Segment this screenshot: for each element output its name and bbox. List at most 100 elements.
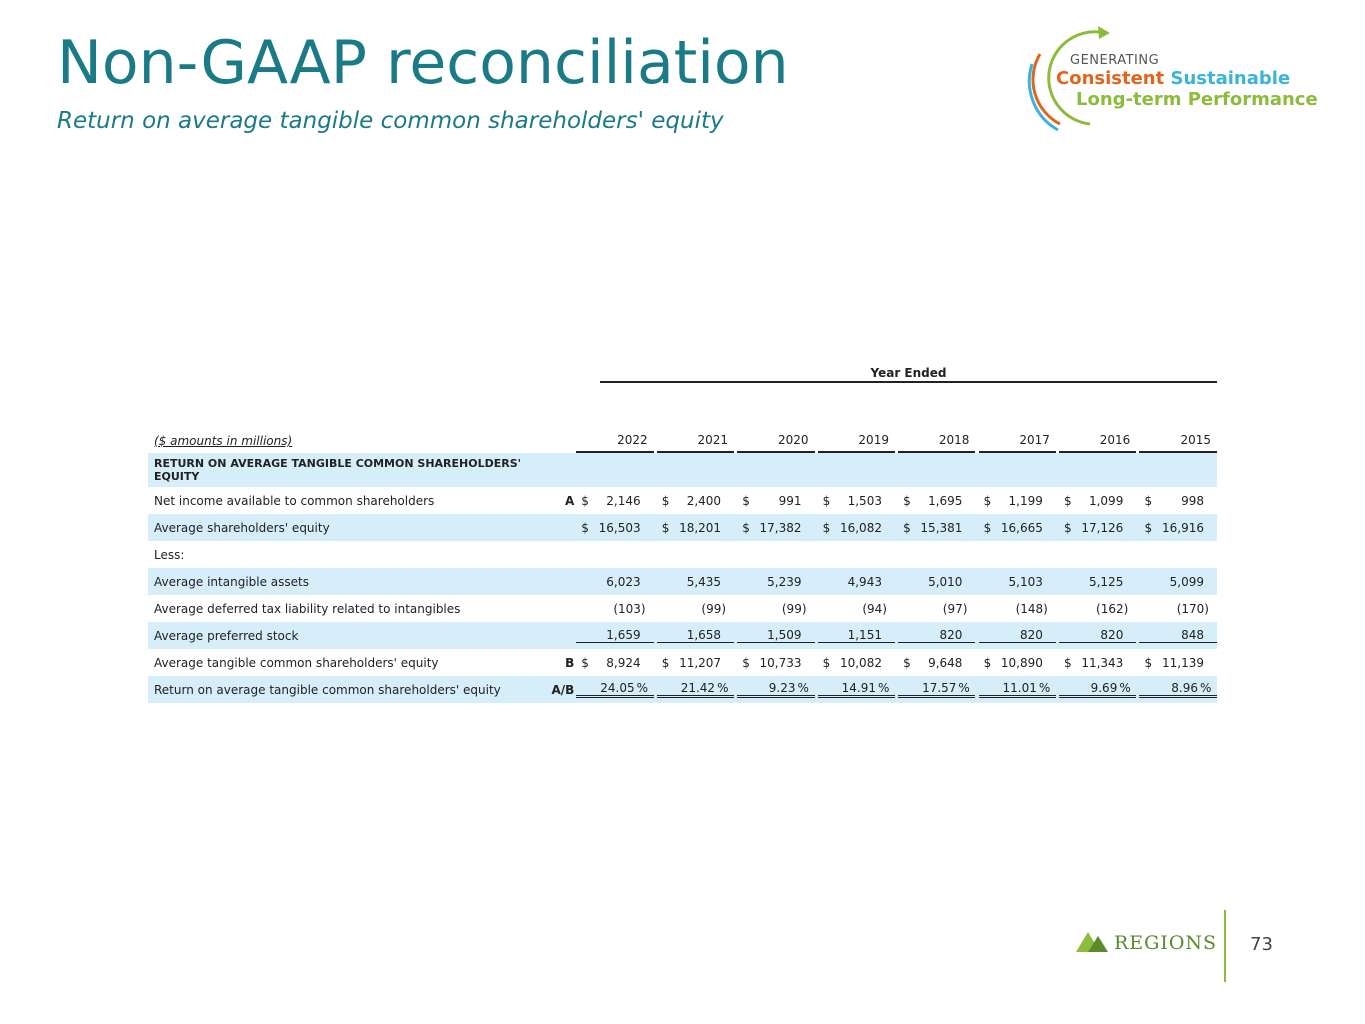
section-title-row: RETURN ON AVERAGE TANGIBLE COMMON SHAREH…: [148, 453, 1217, 487]
value-cell: 6,023: [576, 568, 654, 595]
value-cell: $16,503: [576, 514, 654, 541]
value-number: 10,082: [839, 655, 882, 670]
value-cell: [1139, 453, 1217, 487]
column-gap: [734, 514, 738, 541]
value-box: 1,658: [656, 628, 735, 643]
table-row: Average intangible assets 6,023 5,435 5,239…: [148, 568, 1217, 595]
value-cell: 1,151: [817, 622, 895, 649]
value-box: 820: [898, 628, 976, 643]
value-number: (103): [613, 601, 646, 616]
value-box: 21.42%: [656, 681, 735, 698]
value-cell: 8.96%: [1139, 676, 1217, 703]
percent-sign: %: [1038, 681, 1051, 695]
row-label: Average preferred stock: [148, 622, 547, 649]
value-cell: 5,099: [1139, 568, 1217, 595]
value-cell: 820: [978, 622, 1056, 649]
column-gap: [1055, 514, 1060, 541]
column-gap: [894, 676, 899, 703]
value-cell: [576, 541, 653, 568]
row-marker: [547, 541, 576, 568]
table-row: Average tangible common shareholders' eq…: [148, 649, 1217, 676]
value-cell: [656, 453, 735, 487]
value-number: (97): [942, 601, 968, 616]
column-gap: [975, 453, 979, 487]
value-cell: $1,099: [1059, 487, 1136, 514]
swoosh-arrow-icon: [1027, 26, 1110, 132]
value-box: $17,382: [737, 521, 814, 535]
column-gap: [734, 568, 738, 595]
value-number: 5,435: [686, 574, 722, 589]
column-gap: [1055, 568, 1060, 595]
value-cell: (94): [818, 595, 895, 622]
value-cell: 1,658: [656, 622, 735, 649]
value-cell: $16,082: [817, 514, 895, 541]
value-cell: $1,503: [818, 487, 895, 514]
value-number: 1,099: [1088, 493, 1124, 508]
value-number: 1,695: [928, 493, 963, 508]
value-cell: $9,648: [898, 649, 975, 676]
value-cell: $11,343: [1059, 649, 1136, 676]
column-gap: [1136, 676, 1140, 703]
value-box: $1,099: [1059, 494, 1136, 508]
value-cell: 1,659: [576, 622, 654, 649]
value-cell: $8,924: [576, 649, 653, 676]
value-cell: 5,103: [978, 568, 1056, 595]
value-box: 5,103: [979, 575, 1056, 589]
value-number: 9.69: [1090, 681, 1118, 695]
value-box: 5,125: [1059, 575, 1136, 589]
value-number: (99): [781, 601, 807, 616]
column-gap: [814, 622, 818, 649]
logo-line-3: Long-term Performance: [1076, 89, 1318, 110]
column-gap: [653, 568, 657, 595]
value-box: 17.57%: [898, 681, 976, 698]
value-number: 10,733: [759, 655, 802, 670]
value-cell: [979, 541, 1056, 568]
value-box: (97): [898, 602, 975, 616]
value-number: (99): [701, 601, 727, 616]
value-number: 10,890: [1000, 655, 1043, 670]
currency-sign: $: [1144, 520, 1153, 535]
currency-sign: $: [822, 493, 831, 508]
row-marker: A: [565, 493, 575, 508]
value-number: 4,943: [847, 574, 882, 589]
column-gap: [734, 676, 738, 703]
value-box: 24.05%: [576, 681, 654, 698]
value-cell: $11,139: [1139, 649, 1217, 676]
value-number: 17,126: [1081, 520, 1124, 535]
value-number: 17.57: [922, 681, 957, 695]
value-cell: 5,239: [737, 568, 815, 595]
currency-sign: $: [1064, 655, 1072, 670]
value-box: 14.91%: [817, 681, 895, 698]
value-cell: (162): [1059, 595, 1136, 622]
value-number: 1,503: [847, 493, 882, 508]
period-header: Year Ended: [870, 366, 947, 380]
value-box: 848: [1139, 628, 1217, 643]
currency-sign: $: [903, 520, 911, 535]
table-row: Average preferred stock 1,659 1,658 1,509 1,…: [148, 622, 1217, 649]
currency-sign: $: [1064, 520, 1072, 535]
table-row: Less:: [148, 541, 1217, 568]
value-box: $11,139: [1139, 656, 1217, 670]
section-title: RETURN ON AVERAGE TANGIBLE COMMON SHAREH…: [148, 453, 547, 487]
value-number: 18,201: [679, 520, 722, 535]
value-number: 24.05: [600, 681, 635, 695]
value-number: 17,382: [759, 520, 802, 535]
value-cell: $2,400: [657, 487, 734, 514]
value-number: 16,503: [598, 520, 641, 535]
value-cell: $10,082: [818, 649, 895, 676]
reconciliation-table: ($ amounts in millions) 2022 2021 2020 2019 2…: [148, 429, 1217, 703]
currency-sign: $: [661, 655, 670, 670]
value-box: $17,126: [1059, 521, 1136, 535]
value-number: 1,658: [686, 628, 722, 642]
value-box: $15,381: [898, 521, 975, 535]
column-gap: [894, 453, 899, 487]
year-header: 2021: [656, 429, 735, 453]
value-cell: 21.42%: [656, 676, 735, 703]
currency-sign: $: [903, 493, 911, 508]
value-number: 820: [939, 628, 963, 642]
column-gap: [1055, 622, 1060, 649]
currency-sign: $: [581, 493, 589, 508]
value-box: (162): [1059, 602, 1136, 616]
value-cell: 4,943: [817, 568, 895, 595]
column-gap: [653, 453, 657, 487]
